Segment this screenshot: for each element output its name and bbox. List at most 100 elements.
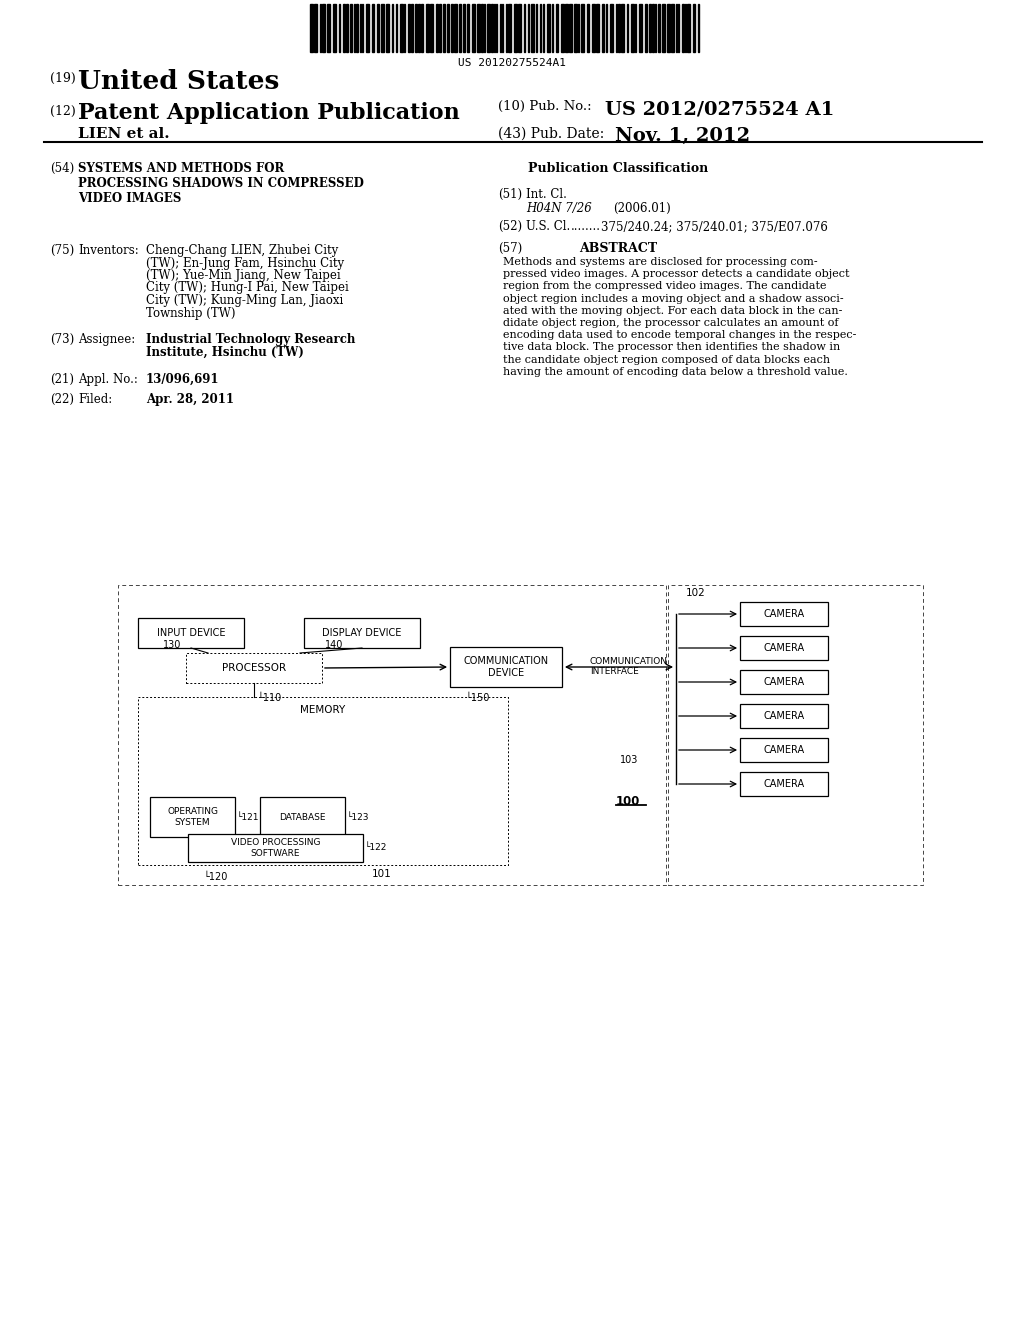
Bar <box>450 647 562 686</box>
Bar <box>350 4 352 51</box>
Bar <box>481 4 483 51</box>
Text: 101: 101 <box>372 869 392 879</box>
Bar <box>687 4 690 51</box>
Text: SYSTEMS AND METHODS FOR
PROCESSING SHADOWS IN COMPRESSED
VIDEO IMAGES: SYSTEMS AND METHODS FOR PROCESSING SHADO… <box>78 162 364 205</box>
Bar <box>386 4 389 51</box>
Text: 13/096,691: 13/096,691 <box>146 374 219 385</box>
Bar <box>682 4 684 51</box>
Bar <box>377 4 379 51</box>
Text: ........: ........ <box>571 220 601 234</box>
Text: 100: 100 <box>616 795 640 808</box>
Text: CAMERA: CAMERA <box>764 779 805 789</box>
Text: tive data block. The processor then identifies the shadow in: tive data block. The processor then iden… <box>503 342 841 352</box>
Text: Nov. 1, 2012: Nov. 1, 2012 <box>615 127 751 145</box>
Bar <box>333 4 336 51</box>
Bar <box>547 4 550 51</box>
Bar <box>138 618 244 648</box>
Text: US 2012/0275524 A1: US 2012/0275524 A1 <box>605 100 835 117</box>
Bar <box>621 4 624 51</box>
Text: Cheng-Chang LIEN, Zhubei City: Cheng-Chang LIEN, Zhubei City <box>146 244 338 257</box>
Text: U.S. Cl.: U.S. Cl. <box>526 220 570 234</box>
Bar <box>514 4 517 51</box>
Text: CAMERA: CAMERA <box>764 711 805 721</box>
Text: LIEN et al.: LIEN et al. <box>78 127 170 141</box>
Bar <box>740 671 828 694</box>
Bar <box>649 4 651 51</box>
Text: └122: └122 <box>365 843 387 853</box>
Bar <box>138 697 508 865</box>
Text: (43) Pub. Date:: (43) Pub. Date: <box>498 127 604 141</box>
Bar <box>618 4 620 51</box>
Bar <box>740 738 828 762</box>
Bar <box>443 4 445 51</box>
Text: (12): (12) <box>50 106 76 117</box>
Text: City (TW); Kung-Ming Lan, Jiaoxi: City (TW); Kung-Ming Lan, Jiaoxi <box>146 294 343 308</box>
Bar <box>447 4 449 51</box>
Text: (TW); En-Jung Fam, Hsinchu City: (TW); En-Jung Fam, Hsinchu City <box>146 256 344 269</box>
Text: COMMUNICATION
DEVICE: COMMUNICATION DEVICE <box>464 656 549 677</box>
Text: └123: └123 <box>347 813 370 821</box>
Text: ABSTRACT: ABSTRACT <box>579 242 657 255</box>
Text: H04N 7/26: H04N 7/26 <box>526 202 592 215</box>
Bar <box>740 602 828 626</box>
Bar <box>693 4 695 51</box>
Bar <box>260 797 345 837</box>
Bar <box>118 585 666 884</box>
Bar <box>645 4 647 51</box>
Text: (52): (52) <box>498 220 522 234</box>
Bar <box>322 4 325 51</box>
Bar <box>430 4 433 51</box>
Text: (10) Pub. No.:: (10) Pub. No.: <box>498 100 592 114</box>
Text: CAMERA: CAMERA <box>764 609 805 619</box>
Text: Patent Application Publication: Patent Application Publication <box>78 102 460 124</box>
Bar <box>366 4 369 51</box>
Bar <box>592 4 595 51</box>
Bar <box>304 618 420 648</box>
Text: (75): (75) <box>50 244 75 257</box>
Bar <box>463 4 465 51</box>
Text: Appl. No.:: Appl. No.: <box>78 374 138 385</box>
Text: └120: └120 <box>203 873 227 882</box>
Bar <box>667 4 670 51</box>
Bar <box>610 4 613 51</box>
Text: (TW); Yue-Min Jiang, New Taipei: (TW); Yue-Min Jiang, New Taipei <box>146 269 341 282</box>
Bar <box>639 4 642 51</box>
Text: region from the compressed video images. The candidate: region from the compressed video images.… <box>503 281 826 292</box>
Bar <box>188 834 362 862</box>
Bar <box>381 4 384 51</box>
Bar <box>415 4 417 51</box>
Bar <box>518 4 521 51</box>
Text: INPUT DEVICE: INPUT DEVICE <box>157 628 225 638</box>
Bar <box>451 4 453 51</box>
Bar <box>439 4 441 51</box>
Text: encoding data used to encode temporal changes in the respec-: encoding data used to encode temporal ch… <box>503 330 856 341</box>
Text: (73): (73) <box>50 333 75 346</box>
Text: └121: └121 <box>237 813 259 821</box>
Text: Filed:: Filed: <box>78 393 113 407</box>
Text: Assignee:: Assignee: <box>78 333 135 346</box>
Bar <box>668 585 923 884</box>
Text: CAMERA: CAMERA <box>764 643 805 653</box>
Text: CAMERA: CAMERA <box>764 677 805 686</box>
Bar <box>565 4 568 51</box>
Text: 130: 130 <box>163 640 181 649</box>
Text: 102: 102 <box>686 587 706 598</box>
Bar <box>421 4 423 51</box>
Bar <box>356 4 358 51</box>
Text: (54): (54) <box>50 162 75 176</box>
Text: └150: └150 <box>465 693 489 704</box>
Bar <box>372 4 374 51</box>
Bar <box>310 4 313 51</box>
Bar <box>314 4 317 51</box>
Text: VIDEO PROCESSING
SOFTWARE: VIDEO PROCESSING SOFTWARE <box>230 838 321 858</box>
Text: PROCESSOR: PROCESSOR <box>222 663 286 673</box>
Bar <box>411 4 413 51</box>
Text: DISPLAY DEVICE: DISPLAY DEVICE <box>323 628 401 638</box>
Text: City (TW); Hung-I Pai, New Taipei: City (TW); Hung-I Pai, New Taipei <box>146 281 349 294</box>
Bar <box>436 4 438 51</box>
Text: OPERATING
SYSTEM: OPERATING SYSTEM <box>167 808 218 826</box>
Text: └110: └110 <box>257 693 282 704</box>
Text: (21): (21) <box>50 374 74 385</box>
Text: US 20120275524A1: US 20120275524A1 <box>458 58 566 69</box>
Text: CAMERA: CAMERA <box>764 744 805 755</box>
